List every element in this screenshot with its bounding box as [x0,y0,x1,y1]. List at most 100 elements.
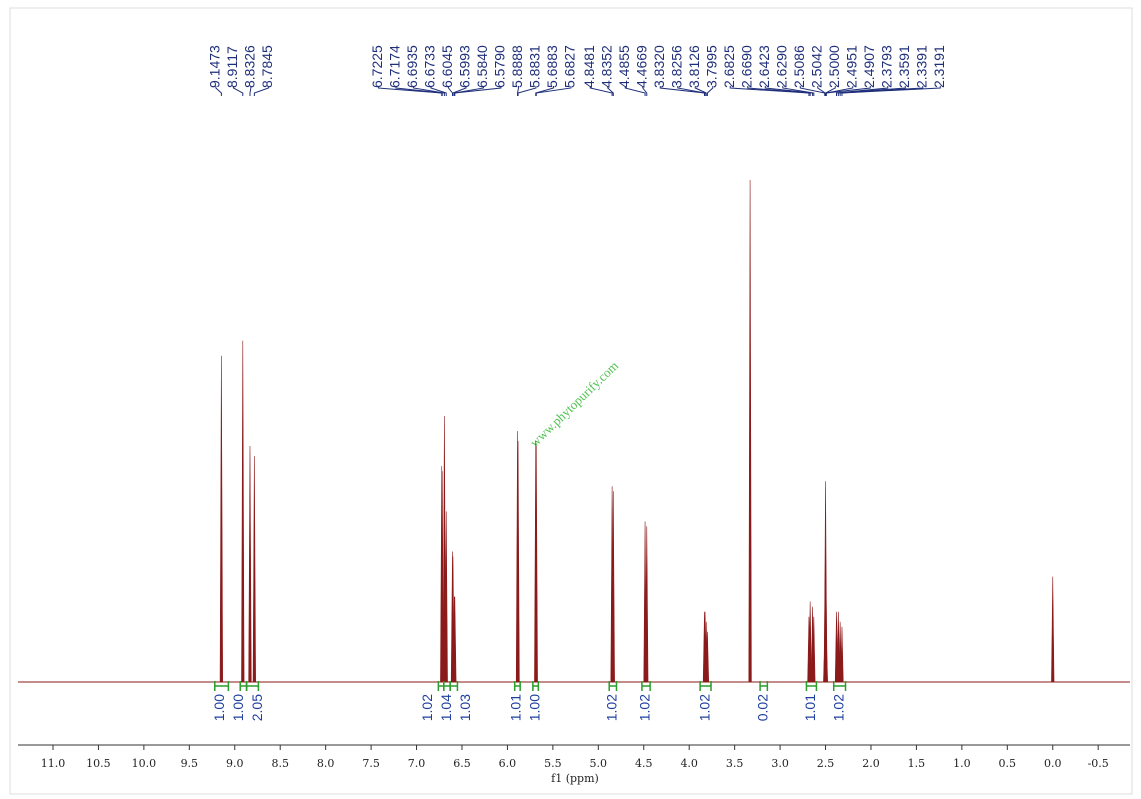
peak-connector [412,86,445,96]
peak-label: 6.5790 [492,45,508,88]
peak-connector [607,86,614,96]
peak-connector [782,86,815,96]
peak-connector [764,86,814,96]
peak [241,340,245,683]
x-tick-label: 1.0 [953,757,971,770]
peak-connector [835,86,889,96]
peak [705,631,710,683]
peak-label: 3.8256 [668,45,684,88]
peak-label: 2.3793 [878,45,894,88]
x-tick-label: 6.5 [453,757,471,770]
x-tick-label: 0.5 [999,757,1017,770]
peak-connector [249,86,252,96]
peak-connector [215,86,222,96]
integral-label: 1.02 [696,694,712,721]
x-tick-label: 4.5 [635,757,653,770]
peak-label: 2.5086 [791,45,807,88]
integral-label: 1.02 [604,694,620,721]
peak [840,626,844,683]
peak-connector [452,86,467,96]
peak-label: 6.7225 [369,45,385,88]
peak-label: 6.6733 [422,45,438,88]
peak-label: 2.6290 [773,45,789,88]
peak-label: 8.9117 [224,46,240,88]
x-tick-label: 6.0 [499,757,517,770]
integral-label: 0.02 [754,694,770,721]
integral-label: 1.00 [230,694,246,721]
integral-label: 1.02 [830,694,846,721]
peak [611,491,615,683]
x-tick-label: 2.5 [817,757,835,770]
peak-label: 2.4907 [861,45,877,88]
peak [453,596,457,683]
peak-connector [624,86,646,96]
x-tick-label: 11.0 [41,757,66,770]
peak-label: 2.5000 [826,45,842,88]
integral-bracket [608,681,618,691]
x-tick-label: 5.5 [544,757,562,770]
integral-label: 2.05 [249,694,265,721]
x-tick-label: 10.5 [86,757,111,770]
peak [645,526,649,683]
peak-label: 5.6827 [562,45,578,88]
peak-label: 3.7995 [703,45,719,88]
peak-label: 3.8320 [651,45,667,88]
peak-connector [706,86,714,96]
integral-label: 1.02 [637,694,653,721]
integral-bracket [759,681,769,691]
x-tick-label: 7.5 [362,757,380,770]
x-tick-label: 2.0 [862,757,880,770]
peak [824,641,828,683]
peak-connector [517,86,537,96]
x-tick-label: 8.0 [317,757,335,770]
peak-connector [589,86,613,96]
peak-connector [642,86,648,96]
peak-label: 2.6690 [738,45,754,88]
integral-bracket [832,681,847,691]
peak [812,616,816,683]
peak [516,441,520,683]
integral-bracket [245,681,260,691]
peak [219,355,223,683]
peak-connector [659,86,705,96]
peak-label: 8.7845 [259,45,275,88]
peak-label: 2.3191 [931,45,947,88]
peak-connector [825,86,871,96]
frame [9,7,1133,795]
integral-label: 1.01 [508,694,524,721]
peak-label: 3.8126 [686,45,702,88]
peak-label: 4.8352 [598,45,614,88]
peak-label: 2.3391 [913,45,929,88]
integral-label: 1.01 [802,694,818,721]
peak-connector [454,86,502,96]
x-tick-label: 0.0 [1044,757,1062,770]
peak-label: 8.8326 [242,45,258,88]
x-tick-label: 7.0 [408,757,426,770]
peak [440,471,444,683]
integral-label: 1.03 [457,694,473,721]
peak-label: 4.4855 [616,45,632,88]
peak-connector [430,86,447,96]
x-axis-label: f1 (ppm) [551,772,599,785]
peak-label: 5.6883 [544,45,560,88]
x-tick-label: -0.5 [1088,757,1109,770]
integral-bracket [214,681,230,691]
peak [748,179,752,683]
peak-connector [729,86,810,96]
x-tick-label: 9.0 [226,757,244,770]
integral-bracket [805,681,818,691]
peak-label: 9.1473 [207,45,223,88]
peak [248,446,252,683]
x-tick-label: 5.0 [590,757,608,770]
peak-label: 2.3591 [896,45,912,88]
peak-connector [841,86,941,96]
peak [444,511,448,683]
integral-bracket [513,681,521,691]
x-tick-label: 10.0 [132,757,157,770]
peak-label: 6.6935 [404,45,420,88]
peak-label: 5.8888 [509,45,525,88]
peak-label: 5.8831 [527,45,543,88]
peak-label: 4.4669 [633,45,649,88]
peak-label: 2.4951 [843,45,859,88]
